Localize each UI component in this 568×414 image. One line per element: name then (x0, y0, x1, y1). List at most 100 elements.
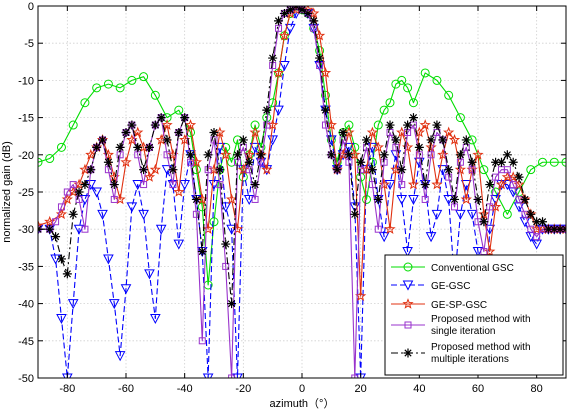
data-point (320, 105, 330, 115)
data-point (103, 79, 113, 89)
data-point (184, 119, 197, 130)
y-tick-label: -50 (18, 373, 34, 385)
data-point (221, 239, 231, 249)
data-point (191, 194, 201, 204)
legend-marker (404, 321, 412, 329)
data-point (479, 217, 489, 227)
data-point (173, 239, 185, 250)
data-point (472, 247, 484, 258)
data-point (549, 224, 559, 234)
data-point (274, 16, 284, 26)
data-point (173, 186, 185, 197)
data-point (85, 148, 97, 160)
data-point (227, 299, 237, 309)
data-point (249, 142, 261, 153)
data-point (326, 150, 336, 160)
data-point (533, 233, 541, 241)
data-point (209, 127, 219, 137)
data-point (420, 68, 430, 78)
data-point (108, 299, 120, 310)
data-point (150, 90, 160, 100)
data-point (526, 209, 536, 219)
data-point (309, 16, 319, 26)
data-point (332, 165, 342, 175)
legend-label: Proposed method with single iteration (431, 314, 531, 337)
data-point (450, 194, 460, 204)
data-point (508, 157, 518, 167)
data-point (56, 142, 66, 152)
data-point (273, 105, 284, 116)
data-point (197, 247, 207, 257)
legend-label: Conventional GSC (431, 263, 514, 274)
y-axis-ticks: 0 -5 -10 -15 -20 -25 -30 -35 -40 -45 -50 (18, 1, 566, 385)
x-tick-label: 0 (299, 383, 305, 395)
data-point (126, 134, 138, 145)
y-tick-label: -5 (24, 38, 34, 50)
data-point (514, 172, 524, 182)
x-tick-label: 20 (355, 383, 367, 395)
legend-marker (403, 348, 413, 358)
data-point (81, 225, 89, 233)
legend-marker (402, 298, 414, 309)
x-tick-label: -20 (235, 383, 251, 395)
data-point (132, 126, 144, 138)
data-point (74, 187, 84, 197)
data-point (351, 374, 359, 378)
data-point (214, 126, 226, 138)
data-point (437, 148, 449, 160)
data-point (491, 157, 501, 167)
data-point (356, 157, 366, 167)
data-point (303, 8, 313, 18)
data-point (373, 120, 383, 130)
series-layer (38, 6, 566, 378)
data-point (79, 194, 91, 206)
data-point (156, 113, 166, 123)
data-point (502, 209, 512, 219)
legend: Conventional GSC GE-GSC GE-SP-GSC Proposed … (384, 254, 564, 376)
data-point (492, 173, 500, 181)
data-point (379, 105, 389, 115)
legend-entry: GE-SP-GSC (391, 298, 487, 311)
data-point (438, 135, 448, 145)
data-point (520, 194, 530, 204)
data-point (216, 181, 224, 189)
data-point (227, 157, 237, 167)
data-point (397, 165, 407, 175)
data-point (261, 163, 273, 175)
data-point (144, 269, 155, 280)
data-point (549, 157, 559, 167)
data-point (385, 120, 395, 130)
data-point (374, 225, 382, 233)
data-point (67, 299, 79, 310)
data-point (186, 150, 196, 160)
data-point (403, 120, 413, 130)
data-point (362, 194, 372, 204)
data-point (57, 203, 65, 211)
data-point (466, 209, 478, 220)
data-point (68, 120, 78, 130)
data-point (120, 156, 132, 168)
data-point (503, 166, 511, 174)
data-point (385, 98, 395, 108)
data-point (121, 127, 131, 137)
data-point (110, 195, 118, 203)
data-point (63, 188, 71, 196)
data-point (144, 142, 154, 152)
data-point (115, 83, 125, 93)
legend-entry: Conventional GSC (391, 262, 514, 274)
data-point (419, 119, 431, 130)
data-point (425, 141, 437, 153)
data-point (272, 67, 285, 78)
data-point (473, 194, 483, 204)
data-point (86, 165, 96, 175)
legend-box (384, 254, 564, 376)
data-point (279, 61, 290, 72)
data-point (538, 217, 548, 227)
data-point (444, 165, 454, 175)
data-point (378, 232, 390, 243)
data-point (538, 157, 548, 167)
data-point (127, 120, 137, 130)
y-tick-label: -40 (18, 299, 34, 311)
data-point (448, 134, 461, 145)
